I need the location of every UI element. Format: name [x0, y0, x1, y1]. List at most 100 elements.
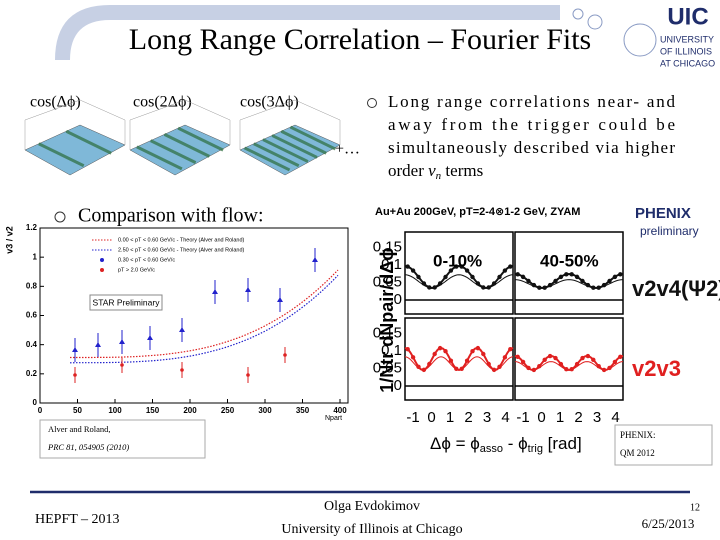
x-axis-label-part: [rad] [543, 434, 582, 453]
bullet-text: away from the trigger could be [388, 115, 675, 134]
legend-entry: 2.50 < pT < 0.60 GeV/c - Theory (Alver a… [118, 247, 245, 253]
y-tick-label: 0.05 [373, 273, 402, 290]
data-point [486, 285, 491, 290]
thumb-ridge [280, 129, 327, 155]
y-tick-label: 0.2 [26, 369, 38, 378]
data-point [481, 351, 486, 357]
data-point [553, 278, 558, 284]
plot-frame [39, 227, 349, 404]
data-point [502, 268, 508, 273]
data-point [448, 268, 454, 273]
term: cos(Δϕ) [30, 94, 81, 111]
data-point [508, 264, 513, 269]
data-point [486, 361, 491, 367]
footer-date: 6/25/2013 [642, 516, 695, 531]
legend-swatch [100, 268, 104, 272]
thumb-frame [129, 99, 231, 150]
data-point [416, 364, 421, 369]
data-point [410, 355, 416, 360]
x-tick-label: 0 [427, 409, 435, 426]
data-point [508, 346, 513, 352]
y-tick-label: 0 [33, 398, 38, 407]
data-point [520, 274, 526, 280]
data-point [481, 285, 486, 290]
thumb-ridge [243, 146, 291, 172]
data-point [607, 365, 612, 371]
source: PHENIX: [620, 430, 656, 440]
data-point [580, 278, 585, 284]
brand-note: preliminary [640, 224, 699, 238]
watermark: STAR Preliminary [93, 297, 161, 307]
data-point [72, 347, 78, 352]
footer-affiliation: University of Illinois at Chicago [281, 522, 462, 537]
x-tick-label: -1 [516, 409, 529, 426]
legend-entry: 0.00 < pT < 0.60 GeV/c - Theory (Alver a… [118, 237, 245, 243]
data-point [601, 282, 607, 288]
citation: Alver and Roland, [48, 424, 111, 434]
panel-frame [404, 317, 514, 401]
x-tick-label: 1 [556, 409, 564, 426]
footer-author: Olga Evdokimov [324, 499, 420, 514]
logo-line: UNIVERSITY [660, 34, 714, 44]
x-tick-label: 250 [221, 406, 235, 415]
data-point [591, 285, 596, 290]
data-point [491, 281, 497, 286]
x-tick-label: -1 [406, 409, 419, 426]
x-tick-label: 4 [611, 409, 619, 426]
data-point [437, 281, 443, 286]
panel-frame [514, 317, 624, 401]
data-point [120, 363, 124, 367]
data-point [448, 358, 454, 363]
data-point [443, 349, 448, 354]
data-point [432, 351, 437, 357]
data-point [547, 282, 553, 288]
data-point [515, 354, 520, 359]
data-point [443, 274, 448, 280]
y-axis-label: v3 / v2 [4, 226, 14, 254]
data-point [119, 339, 125, 344]
term: +… [335, 141, 360, 158]
data-point [147, 335, 153, 340]
data-point [432, 285, 437, 290]
term: cos(3Δϕ) [240, 94, 299, 111]
data-point [437, 345, 443, 351]
row-label: v2v4(Ψ2) [632, 276, 720, 301]
data-point [542, 357, 547, 363]
footer-event: HEPFT – 2013 [35, 512, 120, 527]
x-tick-label: 350 [296, 406, 310, 415]
data-point [421, 281, 427, 286]
thumb-ridge [289, 125, 337, 151]
thumb-ridge [177, 126, 224, 152]
data-point [212, 289, 218, 294]
data-point [405, 264, 410, 269]
header-band [55, 5, 560, 60]
thumb-surface [24, 124, 126, 176]
term: cos(2Δϕ) [133, 94, 192, 111]
data-point [537, 285, 542, 290]
x-axis-label-part: asso [480, 443, 503, 455]
data-point [612, 359, 618, 365]
x-tick-label: 100 [108, 406, 122, 415]
y-tick-label: 0.4 [26, 340, 38, 349]
data-point [73, 373, 77, 377]
data-point [464, 268, 470, 273]
logo-line: AT CHICAGO [660, 58, 715, 68]
data-point [585, 282, 591, 288]
data-point [542, 285, 547, 290]
data-point [564, 272, 569, 277]
data-point [569, 272, 574, 277]
y-tick-label: 0.1 [381, 256, 402, 273]
data-point [421, 367, 427, 373]
source: QM 2012 [620, 448, 655, 458]
data-point [531, 367, 537, 373]
data-point [591, 357, 596, 363]
data-point [416, 274, 421, 280]
data-point [180, 368, 184, 372]
data-point [564, 367, 569, 372]
data-point [558, 361, 564, 367]
y-tick-label: 1.2 [26, 223, 38, 232]
y-tick-label: 0.15 [373, 238, 402, 255]
bullet-marker [54, 211, 66, 223]
data-point [246, 373, 250, 377]
